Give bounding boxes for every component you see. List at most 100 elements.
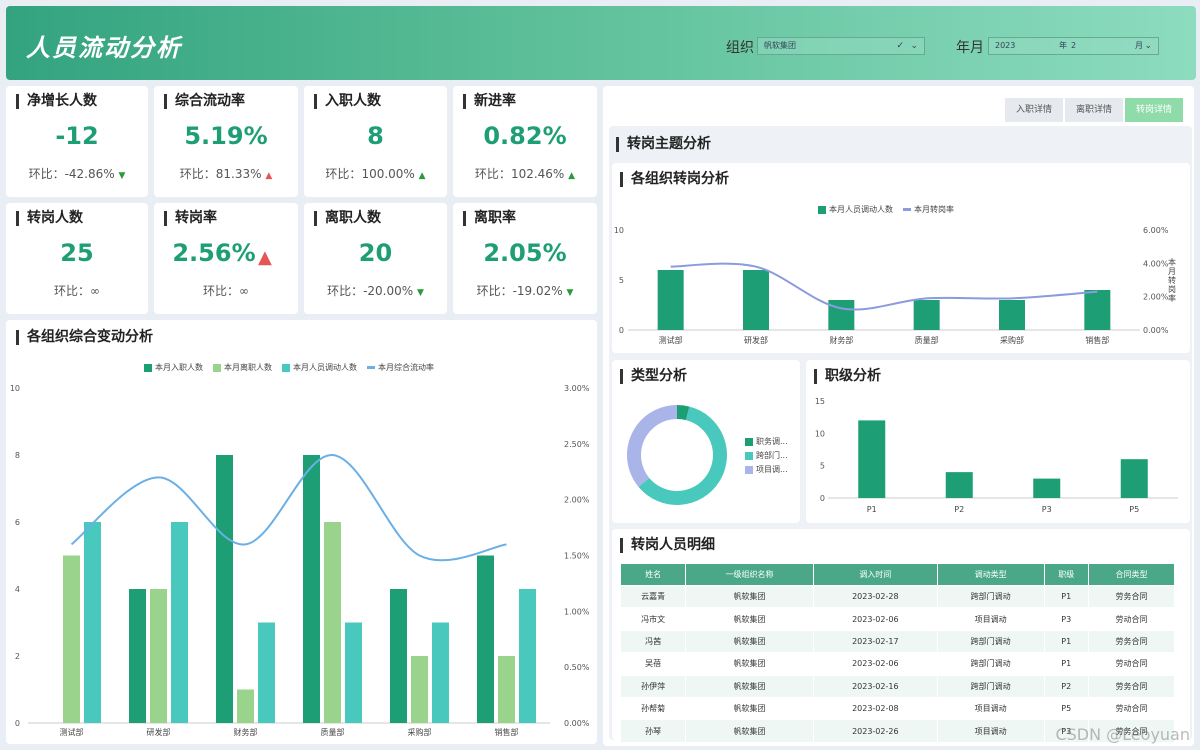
bar xyxy=(258,622,275,723)
bar xyxy=(432,622,449,723)
bar xyxy=(303,455,320,723)
table-cell: 劳动合同 xyxy=(1087,652,1176,676)
table-row[interactable]: 冯市文 帆软集团 2023-02-06 项目调动 P3 劳动合同 xyxy=(619,607,1176,631)
x-tick-label: 财务部 xyxy=(234,727,258,737)
tab-transfer-details[interactable]: 转岗详情 xyxy=(1125,98,1183,122)
table-cell: P3 xyxy=(1043,719,1089,743)
table-row[interactable]: 孙琴 帆软集团 2023-02-26 项目调动 P3 劳务合同 xyxy=(619,719,1176,743)
y2-tick-label: 2.00% xyxy=(564,496,590,505)
page-title: 人员流动分析 xyxy=(26,34,182,62)
table-cell: 跨部门调动 xyxy=(936,674,1045,698)
trend-up-icon: ▲ xyxy=(265,171,273,181)
kpi-value: -12 xyxy=(55,122,99,150)
kpi-value: 0.82% xyxy=(483,122,567,150)
table-cell: P1 xyxy=(1043,584,1089,609)
kpi-name: 离职人数 xyxy=(314,211,381,226)
y2-tick-label: 1.00% xyxy=(564,607,590,616)
table-cell: 2023-02-28 xyxy=(812,584,938,609)
table-row[interactable]: 云嘉青 帆软集团 2023-02-28 跨部门调动 P1 劳务合同 xyxy=(619,584,1176,609)
legend-item: 本月综合流动率 xyxy=(367,362,434,373)
col-header[interactable]: 调入时间 xyxy=(812,563,938,586)
chevron-down-icon: ⌄ xyxy=(1144,41,1152,51)
tab-entry-details[interactable]: 入职详情 xyxy=(1005,98,1063,122)
kpi-mom: 环比：∞ xyxy=(202,284,249,298)
y2-axis-label: 本月转岗率 xyxy=(1168,258,1176,303)
kpi-mom: 环比：-19.02% ▼ xyxy=(476,284,574,298)
bar xyxy=(129,589,146,723)
table-cell: 云嘉青 xyxy=(619,584,687,609)
level-title: 职级分析 xyxy=(814,369,881,384)
x-tick-label: 采购部 xyxy=(408,727,432,737)
legend-item: 本月人员调动人数 xyxy=(282,362,357,373)
org-select[interactable]: 帆软集团 ✓ ⌄ xyxy=(757,37,925,55)
detail-table: 姓名 一级组织名称 调入时间 调动类型 职级 合同类型 云嘉青 帆软集团 2023-… xyxy=(619,563,1176,743)
table-header-row: 姓名 一级组织名称 调入时间 调动类型 职级 合同类型 xyxy=(619,563,1176,586)
bar xyxy=(216,455,233,723)
table-cell: P2 xyxy=(1043,674,1089,698)
table-cell: 帆软集团 xyxy=(685,607,814,631)
table-cell: 孙伊萍 xyxy=(619,674,687,698)
kpi-name: 转岗率 xyxy=(164,211,217,226)
bar xyxy=(345,622,362,723)
table-cell: 劳动合同 xyxy=(1087,607,1176,631)
org-transfer-card xyxy=(612,163,1190,353)
year-month-select[interactable]: 2023 年 2 月 ⌄ xyxy=(988,37,1159,55)
kpi-card-entry-count: 入职人数 8 环比：100.00% ▲ xyxy=(304,86,447,197)
legend-item: 职务调... xyxy=(745,436,788,447)
bar xyxy=(519,589,536,723)
legend-item: 本月入职人数 xyxy=(144,362,203,373)
bar xyxy=(63,555,80,723)
col-header[interactable]: 调动类型 xyxy=(936,563,1045,586)
table-cell: 劳务合同 xyxy=(1087,719,1176,743)
month-value: 2 xyxy=(1071,41,1077,50)
col-header[interactable]: 合同类型 xyxy=(1087,563,1176,586)
table-cell: 2023-02-06 xyxy=(812,652,938,676)
table-cell: 帆软集团 xyxy=(685,674,814,698)
kpi-name: 入职人数 xyxy=(314,94,381,109)
detail-title: 转岗人员明细 xyxy=(620,538,715,553)
table-row[interactable]: 吴蓓 帆软集团 2023-02-06 跨部门调动 P1 劳动合同 xyxy=(619,652,1176,676)
table-row[interactable]: 冯茜 帆软集团 2023-02-17 跨部门调动 P1 劳务合同 xyxy=(619,629,1176,654)
y-tick-label: 0 xyxy=(15,719,20,728)
bar xyxy=(324,522,341,723)
org-transfer-title: 各组织转岗分析 xyxy=(620,172,729,187)
trend-down-icon: ▼ xyxy=(566,288,574,298)
bar xyxy=(171,522,188,723)
bar xyxy=(411,656,428,723)
kpi-mom: 环比：-20.00% ▼ xyxy=(327,284,424,298)
table-row[interactable]: 孙伊萍 帆软集团 2023-02-16 跨部门调动 P2 劳务合同 xyxy=(619,674,1176,698)
table-cell: 劳务合同 xyxy=(1087,584,1176,609)
kpi-card-turnover-rate: 综合流动率 5.19% 环比：81.33% ▲ xyxy=(154,86,298,197)
legend-item: 本月转岗率 xyxy=(903,204,954,215)
trend-up-icon: ▲ xyxy=(418,171,426,181)
org-change-legend: 本月入职人数 本月离职人数 本月人员调动人数 本月综合流动率 xyxy=(144,362,434,373)
table-cell: 劳动合同 xyxy=(1087,696,1176,721)
org-filter-label: 组织 xyxy=(726,40,754,56)
col-header[interactable]: 一级组织名称 xyxy=(685,563,814,586)
table-cell: 跨部门调动 xyxy=(936,584,1045,609)
table-cell: 冯茜 xyxy=(619,629,687,654)
table-cell: P1 xyxy=(1043,629,1089,654)
table-cell: 2023-02-16 xyxy=(812,674,938,698)
legend-item: 跨部门... xyxy=(745,450,788,461)
kpi-value: 8 xyxy=(367,122,384,150)
transfer-section-title: 转岗主题分析 xyxy=(616,137,711,152)
tab-exit-details[interactable]: 离职详情 xyxy=(1065,98,1123,122)
table-cell: 2023-02-17 xyxy=(812,629,938,654)
table-cell: 劳务合同 xyxy=(1087,629,1176,654)
col-header[interactable]: 姓名 xyxy=(619,563,687,586)
table-cell: 帆软集团 xyxy=(685,584,814,609)
trend-up-icon: ▲ xyxy=(568,171,576,181)
kpi-card-exit-rate: 离职率 2.05% 环比：-19.02% ▼ xyxy=(453,203,597,314)
trend-down-icon: ▼ xyxy=(417,288,424,298)
table-cell: 孙帮菊 xyxy=(619,696,687,721)
col-header[interactable]: 职级 xyxy=(1043,563,1089,586)
trend-down-icon: ▼ xyxy=(118,171,126,181)
y2-tick-label: 3.00% xyxy=(564,384,590,393)
kpi-value: 25 xyxy=(60,239,94,267)
y-tick-label: 6 xyxy=(15,518,20,527)
org-select-value: 帆软集团 xyxy=(764,41,796,50)
x-tick-label: 研发部 xyxy=(147,727,171,737)
table-row[interactable]: 孙帮菊 帆软集团 2023-02-08 项目调动 P5 劳动合同 xyxy=(619,696,1176,721)
